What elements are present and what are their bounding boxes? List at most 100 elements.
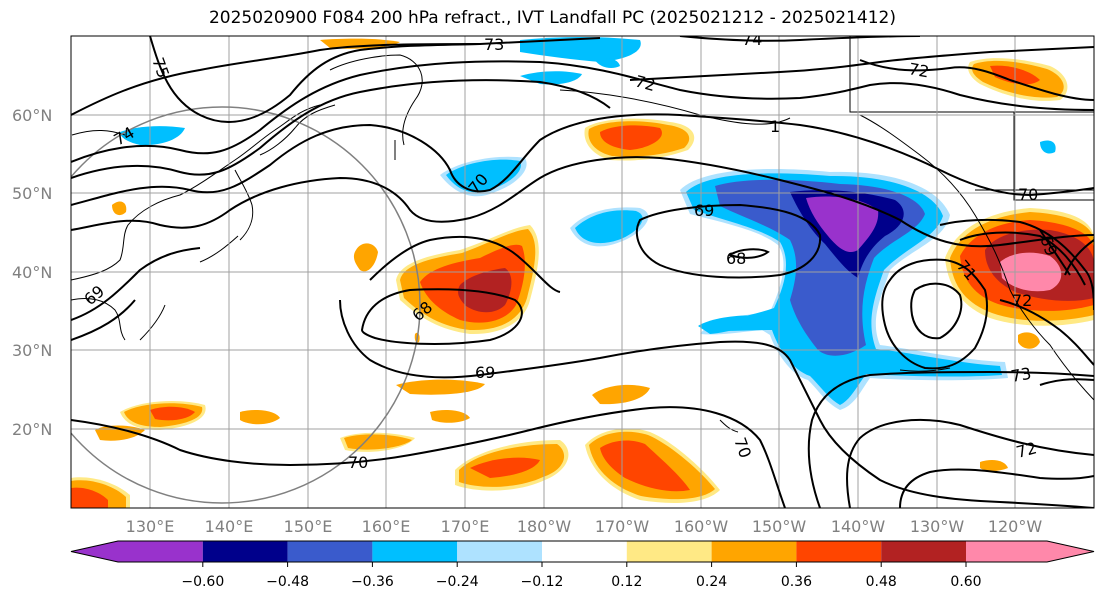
positive-anomaly-region — [1018, 332, 1040, 349]
positive-anomaly-region — [112, 201, 127, 216]
contour-line — [71, 79, 611, 179]
lat-label: 40°N — [12, 263, 52, 282]
negative-anomaly-region — [806, 196, 879, 253]
colorbar-segment — [626, 541, 712, 562]
positive-anomaly-region — [150, 406, 195, 421]
negative-anomaly-region — [595, 58, 620, 68]
negative-anomaly-region — [698, 315, 758, 334]
colorbar-extend-low — [71, 541, 118, 562]
reference-circle — [71, 106, 421, 504]
negative-anomaly-region — [120, 126, 185, 146]
contour-line — [679, 36, 921, 42]
negative-anomaly-region — [520, 37, 641, 62]
contour-label: 74 — [742, 30, 762, 49]
contour-label: 70 — [1018, 185, 1038, 204]
colorbar-segment — [287, 541, 373, 562]
positive-anomaly-region — [430, 410, 470, 423]
colorbar-segment — [966, 541, 1047, 562]
colorbar-tick-label: 0.36 — [781, 574, 812, 590]
lon-label: 130°E — [126, 517, 175, 536]
colorbar-tick-label: −0.60 — [181, 574, 224, 590]
contour-label: 70 — [348, 453, 368, 472]
map-title: 2025020900 F084 200 hPa refract., IVT La… — [208, 8, 896, 28]
contour-line — [71, 299, 136, 341]
contour-line — [959, 231, 1086, 286]
contour-label: 1 — [770, 117, 780, 136]
coastlines — [71, 36, 1094, 433]
colorbar-segment — [457, 541, 542, 562]
colorbar-segment — [796, 541, 882, 562]
colorbar-tick-label: −0.48 — [266, 574, 309, 590]
positive-anomaly-region — [980, 460, 1008, 471]
positive-anomaly-region — [470, 457, 540, 478]
contour-label: 73 — [484, 35, 504, 54]
colorbar-tick-label: −0.36 — [351, 574, 394, 590]
positive-anomaly-region — [240, 410, 280, 425]
lon-label: 160°W — [674, 517, 729, 536]
colorbar-segment — [372, 541, 458, 562]
contour-line — [939, 218, 1094, 311]
colorbar-tick-label: 0.24 — [696, 574, 727, 590]
contour-line — [899, 468, 1094, 508]
colorbar-tick-label: 0.48 — [866, 574, 897, 590]
positive-anomaly-region — [600, 125, 662, 150]
contour-line — [71, 113, 1094, 206]
refractivity-contours — [71, 36, 1094, 508]
contour-line — [910, 282, 963, 340]
positive-anomaly-region — [320, 38, 400, 49]
lon-label: 170°W — [595, 517, 650, 536]
contour-label: 69 — [694, 201, 714, 220]
lon-label: 150°W — [752, 517, 807, 536]
lon-label: 140°E — [205, 517, 254, 536]
lon-label: 130°W — [910, 517, 965, 536]
lat-label: 50°N — [12, 184, 52, 203]
contour-line — [727, 248, 770, 259]
colorbar-segment — [881, 541, 966, 562]
colorbar-segment — [711, 541, 797, 562]
lon-label: 170°E — [441, 517, 490, 536]
contour-line — [999, 299, 1094, 366]
colorbar-tick-label: 0.12 — [611, 574, 642, 590]
map-frame — [70, 35, 1095, 509]
lon-label: 120°W — [988, 517, 1043, 536]
lat-label: 60°N — [12, 106, 52, 125]
contour-line — [71, 406, 786, 508]
contour-line — [339, 299, 1094, 508]
contour-line — [629, 46, 1094, 81]
gridlines — [71, 36, 1094, 508]
positive-anomaly-region — [396, 379, 485, 395]
colorbar-segment — [542, 541, 627, 562]
contour-label: 72 — [907, 59, 930, 81]
colorbar-tick-label: −0.24 — [436, 574, 479, 590]
contour-line — [807, 370, 1094, 508]
contour-label: 72 — [1014, 438, 1039, 462]
lon-label: 150°E — [284, 517, 333, 536]
colorbar-ticks — [202, 562, 967, 567]
colorbar: −0.60 −0.48 −0.36 −0.24 −0.12 0.12 0.24 … — [70, 540, 1095, 590]
negative-anomaly-region — [575, 210, 643, 244]
colorbar-tick-label: 0.60 — [950, 574, 981, 590]
contour-line — [846, 418, 1094, 508]
contour-line — [881, 258, 988, 370]
negative-anomaly-region — [1040, 140, 1056, 154]
lat-label: 30°N — [12, 341, 52, 360]
contour-line — [71, 247, 201, 321]
contour-line — [71, 43, 481, 116]
contour-label: 72 — [633, 72, 658, 96]
lat-label: 20°N — [12, 420, 52, 439]
contour-line — [71, 156, 1094, 248]
lon-label: 160°E — [362, 517, 411, 536]
positive-anomaly-region — [458, 268, 512, 313]
contour-line — [859, 59, 1094, 101]
lon-label: 180°W — [517, 517, 572, 536]
contour-label: 72 — [1012, 291, 1032, 310]
colorbar-segment — [202, 541, 288, 562]
longitude-labels: 130°E 140°E 150°E 160°E 170°E 180°W 170°… — [126, 517, 1043, 536]
positive-anomaly-region — [592, 384, 650, 405]
contour-label: 69 — [475, 363, 495, 382]
contour-label: 68 — [726, 249, 746, 268]
colorbar-segment — [118, 541, 203, 562]
contour-line — [1064, 239, 1094, 276]
contour-line — [149, 36, 601, 123]
